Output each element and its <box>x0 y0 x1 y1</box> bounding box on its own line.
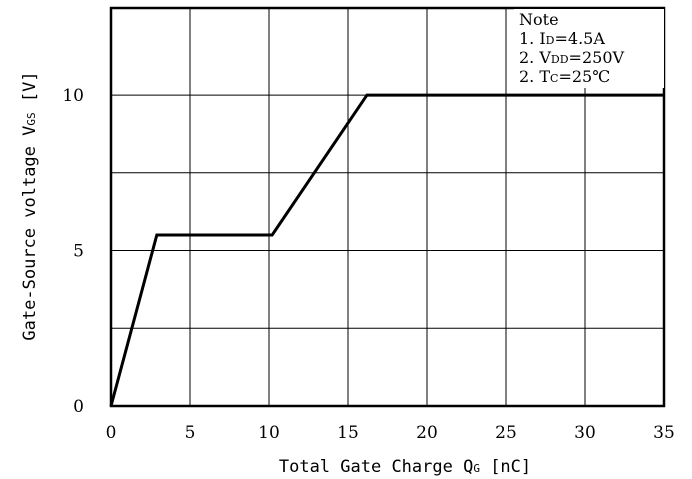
y-tick-label-2: 10 <box>62 86 84 106</box>
x-tick-label-3: 15 <box>337 423 359 443</box>
y-tick-label-0: 0 <box>73 397 84 417</box>
x-axis-label-sub: G <box>473 462 480 475</box>
x-tick-label-5: 25 <box>495 423 517 443</box>
x-tick-label-4: 20 <box>416 423 438 443</box>
legend-box <box>514 9 664 88</box>
y-axis-label-text: Gate-Source voltage V <box>20 126 40 341</box>
legend-line-1: 1. ID=4.5A <box>519 29 605 48</box>
x-tick-label-6: 30 <box>574 423 596 443</box>
series-line-vgs <box>109 93 664 407</box>
y-axis-label-unit: [V] <box>20 71 40 112</box>
x-tick-label-1: 5 <box>185 423 196 443</box>
x-axis-label: Total Gate Charge QG [nC] <box>279 457 531 477</box>
y-axis-label-sub: GS <box>25 112 38 125</box>
legend-line-3: 2. TC=25℃ <box>519 67 610 86</box>
x-tick-label-0: 0 <box>106 423 117 443</box>
legend-note: Note 1. ID=4.5A 2. VDD=250V 2. TC=25℃ <box>514 9 664 88</box>
legend-title: Note <box>519 10 559 29</box>
x-axis-label-unit: [nC] <box>480 457 531 477</box>
x-axis-label-text: Total Gate Charge Q <box>279 457 473 477</box>
x-tick-label-2: 10 <box>258 423 280 443</box>
x-tick-labels: 0 5 10 15 20 25 30 35 <box>106 423 675 443</box>
y-tick-label-1: 5 <box>73 242 84 262</box>
y-tick-labels: 0 5 10 <box>62 86 84 417</box>
plot-frame <box>109 6 666 408</box>
legend-line-2: 2. VDD=250V <box>519 48 624 67</box>
y-axis-label: Gate-Source voltage VGS [V] <box>20 71 40 340</box>
x-tick-label-7: 35 <box>653 423 675 443</box>
